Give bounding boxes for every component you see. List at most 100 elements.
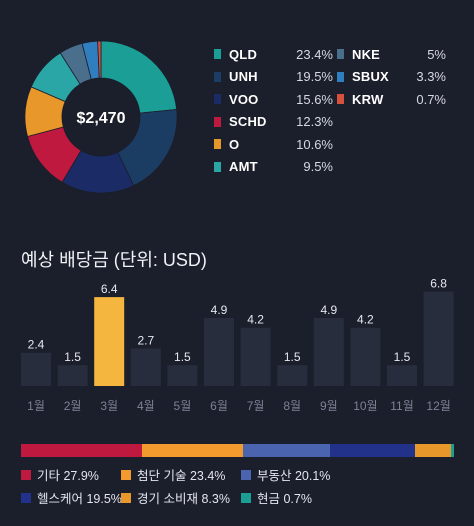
sector-segment-6	[450, 444, 454, 457]
sector-swatch	[21, 469, 31, 480]
bar-12[interactable]	[423, 291, 454, 386]
holding-ticker: UNH	[229, 69, 258, 85]
bar-value-label: 4.9	[320, 303, 337, 317]
bar-3[interactable]	[94, 297, 125, 386]
holding-ticker: QLD	[229, 46, 258, 62]
bar-value-label: 6.4	[101, 282, 118, 296]
holding-swatch	[214, 116, 221, 127]
sector-label: 경기 소비재 8.3%	[137, 492, 230, 506]
holding-ticker: KRW	[352, 91, 384, 107]
holding-percent: 0.7%	[416, 91, 446, 107]
sector-segment-3	[243, 444, 331, 457]
month-tick-label: 5월	[174, 399, 192, 413]
sector-swatch	[241, 469, 251, 480]
sector-legend-item: 경기 소비재 8.3%	[121, 488, 230, 507]
bar-value-label: 2.4	[28, 338, 45, 352]
holding-swatch	[214, 94, 221, 105]
bar-1[interactable]	[21, 352, 51, 386]
holding-percent: 10.6%	[296, 136, 333, 152]
bar-11[interactable]	[387, 365, 417, 386]
bar-value-label: 4.2	[357, 313, 374, 327]
sector-swatch	[121, 469, 131, 480]
holding-ticker: O	[229, 136, 240, 152]
sector-legend-item: 기타 27.9%	[21, 465, 99, 484]
holding-unh: UNH 19.5%	[214, 66, 333, 89]
holding-swatch	[214, 49, 221, 60]
bar-value-label: 1.5	[394, 350, 411, 364]
bar-7[interactable]	[240, 327, 271, 386]
month-tick-label: 3월	[100, 399, 118, 413]
sector-label: 기타 27.9%	[37, 469, 99, 483]
sector-segment-4	[330, 444, 415, 457]
holding-o: O 10.6%	[214, 133, 333, 156]
holding-percent: 19.5%	[296, 69, 333, 85]
bar-value-label: 6.8	[430, 277, 447, 291]
sector-segment-1	[21, 444, 142, 457]
sector-segment-5	[414, 444, 451, 457]
holding-swatch	[214, 71, 221, 82]
bar-9[interactable]	[313, 317, 344, 386]
portfolio-donut-chart: $2,470	[24, 40, 178, 194]
holding-swatch	[214, 139, 221, 150]
holding-swatch	[337, 49, 344, 60]
month-tick-label: 7월	[247, 399, 265, 413]
holding-percent: 5%	[427, 46, 446, 62]
sector-legend-item: 헬스케어 19.5%	[21, 488, 122, 507]
holding-qld: QLD 23.4%	[214, 43, 333, 66]
donut-slice-krw	[97, 40, 102, 79]
bar-8[interactable]	[277, 365, 308, 386]
month-tick-label: 2월	[64, 399, 82, 413]
bar-value-label: 4.2	[247, 313, 264, 327]
holding-nke: NKE 5%	[337, 43, 446, 66]
bar-2[interactable]	[57, 365, 88, 386]
bar-value-label: 2.7	[137, 334, 154, 348]
month-tick-label: 6월	[210, 399, 228, 413]
holding-ticker: VOO	[229, 91, 259, 107]
month-tick-label: 1월	[27, 399, 45, 413]
holding-swatch	[337, 71, 344, 82]
bar-value-label: 1.5	[174, 350, 191, 364]
sector-label: 현금 0.7%	[257, 492, 312, 506]
donut-slice-qld	[100, 40, 178, 114]
bar-5[interactable]	[167, 365, 198, 386]
holding-voo: VOO 15.6%	[214, 88, 333, 111]
month-tick-label: 10월	[353, 399, 377, 413]
sector-swatch	[121, 492, 131, 503]
month-tick-label: 12월	[426, 399, 450, 413]
month-tick-label: 4월	[137, 399, 155, 413]
sector-swatch	[21, 492, 31, 503]
holding-swatch	[337, 94, 344, 105]
sector-legend-item: 첨단 기술 23.4%	[121, 465, 225, 484]
dividend-section-title: 예상 배당금 (단위: USD)	[21, 250, 207, 270]
holding-ticker: NKE	[352, 46, 381, 62]
sector-segment-2	[141, 444, 244, 457]
holding-ticker: AMT	[229, 159, 258, 175]
sector-label: 부동산 20.1%	[257, 469, 331, 483]
holding-ticker: SCHD	[229, 114, 267, 130]
month-tick-label: 9월	[320, 399, 338, 413]
holding-sbux: SBUX 3.3%	[337, 66, 446, 89]
holding-percent: 3.3%	[416, 69, 446, 85]
holding-amt: AMT 9.5%	[214, 156, 333, 179]
holding-schd: SCHD 12.3%	[214, 111, 333, 134]
bar-6[interactable]	[204, 317, 234, 386]
holding-percent: 15.6%	[296, 91, 333, 107]
holdings-legend-right: NKE 5% SBUX 3.3% KRW 0.7%	[337, 43, 446, 111]
sector-legend-item: 현금 0.7%	[241, 488, 312, 507]
sector-label: 헬스케어 19.5%	[37, 492, 122, 506]
month-tick-label: 11월	[390, 399, 414, 413]
holdings-legend-left: QLD 23.4% UNH 19.5% VOO 15.6% SCHD 12.3% O 10.6% A…	[214, 43, 333, 178]
holding-percent: 23.4%	[296, 46, 333, 62]
bar-value-label: 1.5	[284, 350, 301, 364]
holding-krw: KRW 0.7%	[337, 88, 446, 111]
bar-value-label: 1.5	[64, 350, 81, 364]
sector-label: 첨단 기술 23.4%	[137, 469, 226, 483]
sector-swatch	[241, 492, 251, 503]
month-tick-label: 8월	[283, 399, 301, 413]
holding-ticker: SBUX	[352, 69, 389, 85]
bar-4[interactable]	[130, 348, 161, 387]
holding-swatch	[214, 161, 221, 172]
monthly-dividend-bar-chart: 2.4 1월 1.5 2월 6.4 3월 2.7 4월 1.5 5월 4.9 6월 4.2 7월 1.5 8월…	[21, 277, 454, 413]
bar-10[interactable]	[350, 327, 381, 386]
holding-percent: 12.3%	[296, 114, 333, 130]
